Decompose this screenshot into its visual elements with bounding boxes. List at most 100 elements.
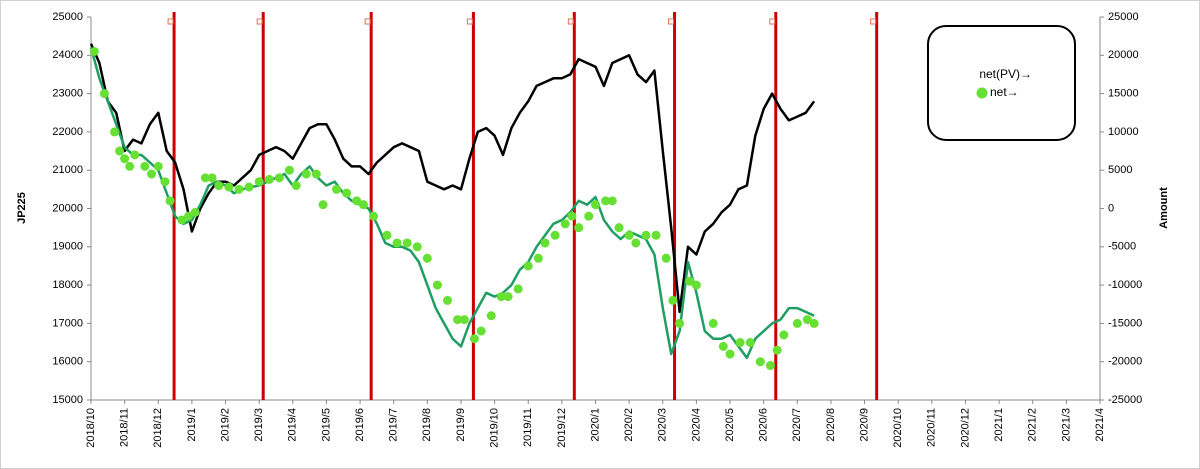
x-tick-label: 2018/11 [119, 408, 131, 447]
x-tick-label: 2021/4 [1094, 408, 1106, 442]
y-tick-label: 24000 [52, 49, 83, 61]
series-point [89, 46, 99, 56]
series-point [291, 181, 301, 191]
series-point [809, 318, 819, 328]
series-point [624, 230, 634, 240]
series-point [352, 196, 362, 206]
x-tick-label: 2019/11 [522, 408, 534, 447]
event-marker [567, 18, 574, 25]
y2-tick-label: 0 [1108, 202, 1114, 214]
series-point [301, 169, 311, 179]
series-line [89, 43, 816, 314]
legend-label: net→ [990, 85, 1019, 99]
series-point [412, 242, 422, 252]
y2-tick-label: -15000 [1108, 317, 1142, 329]
y-tick-label: 22000 [52, 126, 83, 138]
y2-tick-label: 5000 [1108, 164, 1132, 176]
series-point [614, 223, 624, 233]
series-point [130, 150, 140, 160]
series-point [140, 161, 150, 171]
series-point [244, 182, 254, 192]
x-tick-label: 2019/3 [253, 408, 265, 442]
series-point [685, 276, 695, 286]
series-point [708, 318, 718, 328]
x-tick-label: 2019/2 [219, 408, 231, 442]
x-tick-label: 2020/8 [825, 408, 837, 442]
series-point [779, 330, 789, 340]
series-point [207, 173, 217, 183]
event-marker [256, 18, 263, 25]
x-tick-label: 2021/3 [1060, 408, 1072, 442]
event-marker [668, 18, 675, 25]
y-tick-label: 17000 [52, 317, 83, 329]
series-point [496, 292, 506, 302]
y2-tick-label: 25000 [1108, 11, 1139, 23]
event-marker [167, 18, 174, 25]
legend-marker [976, 87, 988, 99]
series-point [476, 326, 486, 336]
series-point [422, 253, 432, 263]
series-point [607, 196, 617, 206]
x-tick-label: 2021/1 [993, 408, 1005, 442]
series-point [574, 223, 584, 233]
series-point [318, 200, 328, 210]
y2-tick-label: -10000 [1108, 279, 1142, 291]
series-point [443, 295, 453, 305]
x-tick-label: 2019/1 [186, 408, 198, 442]
x-tick-label: 2019/10 [489, 408, 501, 448]
series-point [358, 200, 368, 210]
series-point [651, 230, 661, 240]
x-tick-label: 2018/12 [152, 408, 164, 448]
series-point [200, 173, 210, 183]
y-axis-label: JP225 [16, 192, 28, 224]
y2-tick-label: -20000 [1108, 356, 1142, 368]
series-point [453, 315, 463, 325]
series-point [382, 230, 392, 240]
y2-tick-label: -25000 [1108, 394, 1142, 406]
series-point [550, 230, 560, 240]
y-tick-label: 19000 [52, 241, 83, 253]
y2-tick-label: 10000 [1108, 126, 1139, 138]
series-point [765, 361, 775, 371]
y-tick-label: 18000 [52, 279, 83, 291]
series-point [147, 169, 157, 179]
series-point [274, 173, 284, 183]
series-point [153, 161, 163, 171]
event-marker [364, 18, 371, 25]
series-point [540, 238, 550, 248]
series-point [125, 161, 135, 171]
x-tick-label: 2020/7 [791, 408, 803, 442]
series-point [469, 334, 479, 344]
series-point [254, 177, 264, 187]
series-point [560, 219, 570, 229]
event-marker [769, 18, 776, 25]
x-tick-label: 2020/1 [589, 408, 601, 442]
series-point [745, 338, 755, 348]
series-point [402, 238, 412, 248]
x-tick-label: 2020/12 [959, 408, 971, 448]
series-point [165, 196, 175, 206]
series-point [802, 315, 812, 325]
x-tick-label: 2020/5 [724, 408, 736, 442]
series-point [503, 292, 513, 302]
series-point [342, 188, 352, 198]
series-point [459, 315, 469, 325]
series-point [601, 196, 611, 206]
series-point [99, 89, 109, 99]
x-tick-label: 2019/7 [388, 408, 400, 442]
y-tick-label: 20000 [52, 202, 83, 214]
series-point [184, 211, 194, 221]
series-point [641, 230, 651, 240]
y2-tick-label: 15000 [1108, 88, 1139, 100]
series-point [755, 357, 765, 367]
x-tick-label: 2021/2 [1027, 408, 1039, 442]
series-point [369, 211, 379, 221]
event-marker [870, 18, 877, 25]
series-point [513, 284, 523, 294]
y-tick-label: 21000 [52, 164, 83, 176]
x-tick-label: 2020/10 [892, 408, 904, 448]
series-point [332, 184, 342, 194]
series-point [115, 146, 125, 156]
